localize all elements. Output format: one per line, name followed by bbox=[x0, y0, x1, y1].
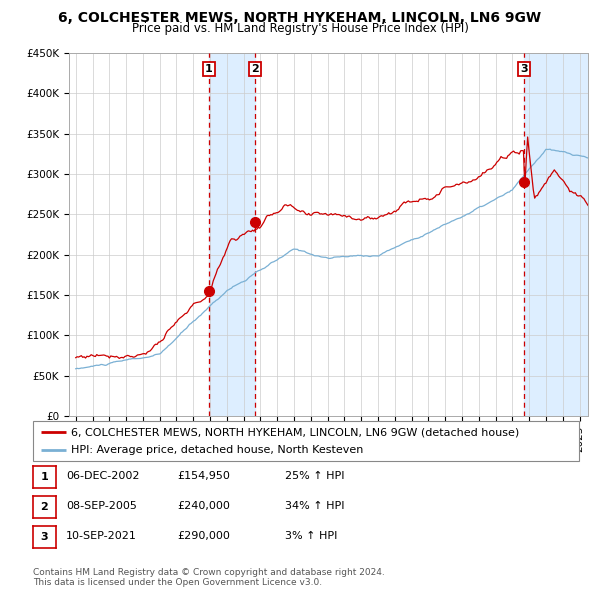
Text: £154,950: £154,950 bbox=[177, 471, 230, 481]
Text: HPI: Average price, detached house, North Kesteven: HPI: Average price, detached house, Nort… bbox=[71, 445, 364, 455]
Text: 3: 3 bbox=[520, 64, 528, 74]
Bar bbox=[209, 53, 255, 416]
Text: 06-DEC-2002: 06-DEC-2002 bbox=[66, 471, 139, 481]
Text: 08-SEP-2005: 08-SEP-2005 bbox=[66, 502, 137, 511]
Text: 6, COLCHESTER MEWS, NORTH HYKEHAM, LINCOLN, LN6 9GW: 6, COLCHESTER MEWS, NORTH HYKEHAM, LINCO… bbox=[58, 11, 542, 25]
Text: £240,000: £240,000 bbox=[177, 502, 230, 511]
Text: 34% ↑ HPI: 34% ↑ HPI bbox=[285, 502, 344, 511]
Text: Price paid vs. HM Land Registry's House Price Index (HPI): Price paid vs. HM Land Registry's House … bbox=[131, 22, 469, 35]
Bar bbox=[524, 53, 588, 416]
Text: 1: 1 bbox=[41, 472, 48, 481]
Text: 3: 3 bbox=[41, 532, 48, 542]
Text: £290,000: £290,000 bbox=[177, 532, 230, 541]
Text: 1: 1 bbox=[205, 64, 212, 74]
Text: Contains HM Land Registry data © Crown copyright and database right 2024.: Contains HM Land Registry data © Crown c… bbox=[33, 568, 385, 576]
Text: 2: 2 bbox=[251, 64, 259, 74]
Text: This data is licensed under the Open Government Licence v3.0.: This data is licensed under the Open Gov… bbox=[33, 578, 322, 587]
FancyBboxPatch shape bbox=[33, 421, 579, 461]
Text: 25% ↑ HPI: 25% ↑ HPI bbox=[285, 471, 344, 481]
Text: 2: 2 bbox=[41, 502, 48, 512]
Text: 10-SEP-2021: 10-SEP-2021 bbox=[66, 532, 137, 541]
Text: 3% ↑ HPI: 3% ↑ HPI bbox=[285, 532, 337, 541]
Text: 6, COLCHESTER MEWS, NORTH HYKEHAM, LINCOLN, LN6 9GW (detached house): 6, COLCHESTER MEWS, NORTH HYKEHAM, LINCO… bbox=[71, 428, 520, 438]
